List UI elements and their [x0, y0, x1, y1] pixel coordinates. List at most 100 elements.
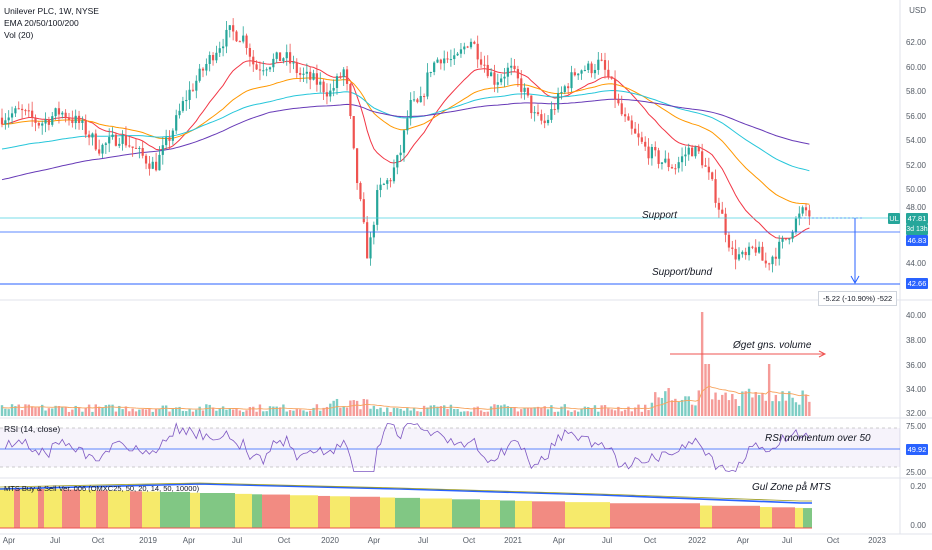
volume-bar: [208, 404, 211, 416]
candle-body: [292, 62, 295, 64]
candle-body: [61, 112, 64, 115]
candle-body: [530, 95, 533, 114]
volume-bar: [309, 410, 312, 416]
candle-body: [185, 99, 188, 102]
annotation-volume: Øget gns. volume: [733, 340, 812, 351]
candle-body: [24, 110, 27, 112]
volume-bar: [211, 407, 215, 416]
candle-body: [758, 246, 761, 253]
candle-body: [580, 70, 583, 74]
candle-body: [486, 64, 489, 77]
mts-zone: [235, 493, 252, 528]
candle-body: [242, 35, 245, 42]
mts-zone: [44, 489, 62, 528]
candle-body: [490, 72, 493, 77]
volume-bar: [161, 405, 164, 416]
mts-tick: 0.00: [910, 521, 926, 530]
candle-body: [546, 119, 550, 124]
volume-bar: [332, 400, 335, 416]
volume-bar: [365, 399, 369, 416]
candle-body: [751, 246, 754, 248]
volume-bar: [118, 405, 121, 416]
candle-body: [134, 147, 138, 149]
mts-zone: [565, 502, 610, 528]
volume-bar: [392, 407, 396, 416]
volume-bar: [305, 411, 309, 416]
candle-body: [778, 241, 781, 259]
volume-ma-line: [1, 385, 810, 410]
candle-body: [520, 78, 523, 92]
volume-bar: [617, 406, 620, 416]
candle-body: [453, 55, 456, 60]
price-tick: 44.00: [905, 259, 926, 268]
candle-body: [784, 238, 787, 240]
mts-zone: [200, 493, 235, 528]
volume-bar: [396, 408, 399, 416]
volume-bar: [195, 409, 198, 416]
candle-body: [684, 154, 687, 157]
candle-body: [228, 25, 231, 30]
rsi-legend: RSI (14, close): [4, 424, 61, 434]
volume-bar: [238, 410, 242, 416]
mts-zone: [500, 500, 515, 528]
candle-body: [268, 67, 272, 70]
volume-bar: [781, 391, 784, 416]
time-tick: Oct: [462, 536, 476, 545]
volume-bar: [84, 407, 87, 416]
volume-bar: [188, 408, 191, 416]
candle-body: [319, 81, 322, 85]
price-tick: 48.00: [905, 203, 926, 212]
candle-body: [399, 152, 402, 156]
volume-bar: [218, 408, 221, 416]
candle-body: [158, 154, 161, 171]
candle-body: [711, 172, 714, 180]
mts-zone: [380, 497, 395, 528]
mts-zone: [108, 490, 130, 528]
volume-bar: [590, 408, 593, 416]
volume-bar: [714, 392, 717, 416]
volume-bar: [788, 391, 791, 416]
candle-body: [781, 238, 784, 242]
candle-body: [630, 120, 633, 129]
time-tick: Oct: [826, 536, 840, 545]
mts-zone: [14, 488, 20, 528]
volume-bar: [164, 405, 168, 416]
volume-bar: [278, 407, 282, 416]
currency-label: USD: [909, 6, 926, 15]
last-price-tag: 47.81: [906, 213, 928, 224]
volume-bar: [77, 407, 81, 416]
candle-body: [392, 167, 396, 182]
candle-body: [17, 108, 20, 110]
volume-bar: [359, 409, 362, 416]
candle-body: [44, 119, 47, 124]
candle-body: [389, 180, 392, 182]
volume-bar: [764, 400, 767, 416]
volume-bar: [543, 406, 546, 416]
mts-zone: [290, 495, 318, 528]
volume-bar: [731, 394, 734, 416]
volume-bar: [707, 364, 711, 416]
volume-bar: [516, 411, 520, 416]
volume-bar: [603, 405, 607, 416]
volume-bar: [670, 400, 674, 416]
candle-body: [7, 117, 10, 121]
price-tick: 62.00: [905, 38, 926, 47]
candle-body: [27, 110, 30, 112]
candle-body: [255, 64, 258, 70]
candle-body: [670, 167, 674, 169]
candle-body: [687, 147, 690, 155]
candle-body: [47, 119, 50, 125]
volume-bar: [677, 401, 680, 416]
volume-bar: [369, 408, 372, 416]
volume-bar: [583, 406, 587, 416]
volume-bar: [771, 401, 774, 416]
volume-bar: [265, 411, 268, 416]
candle-body: [513, 65, 516, 70]
volume-bar: [268, 406, 272, 416]
candle-body: [372, 224, 375, 238]
volume-bar: [737, 405, 741, 416]
candle-body: [14, 108, 17, 114]
volume-bar: [523, 408, 526, 416]
mts-zone: [0, 488, 14, 528]
